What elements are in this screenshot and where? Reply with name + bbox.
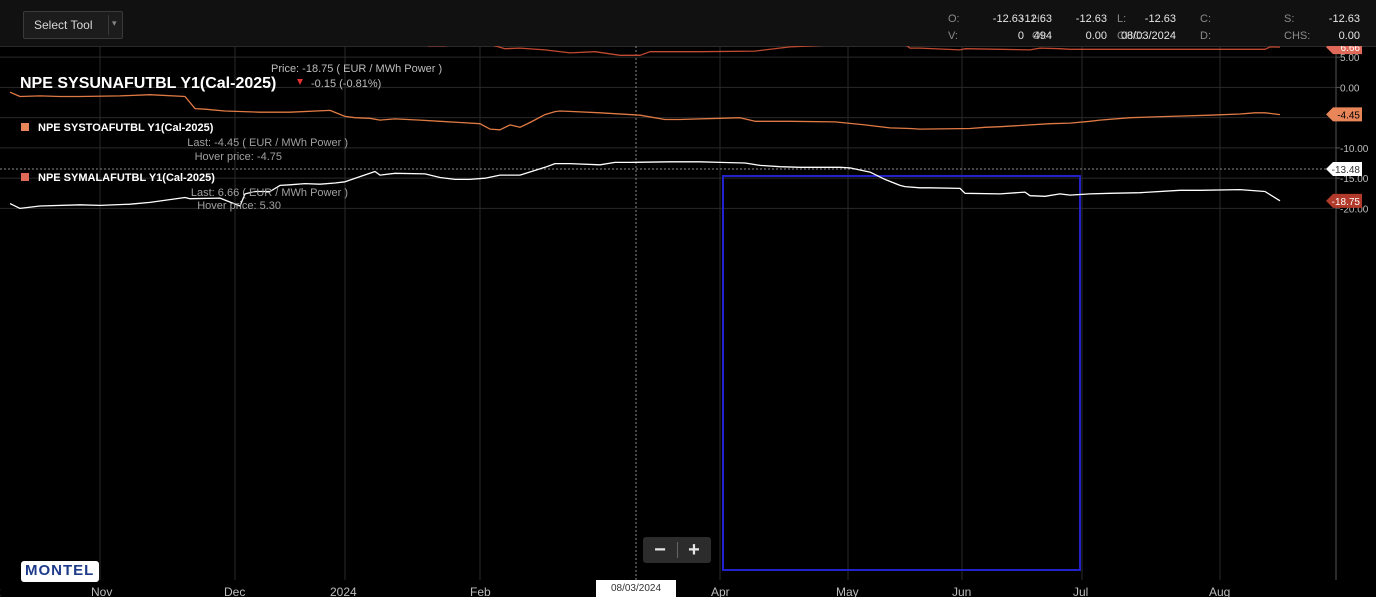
ohlc-key: V: xyxy=(948,30,958,42)
series-line-symala xyxy=(9,161,1281,210)
ohlc-value: -12.63 xyxy=(1144,13,1176,25)
dropdown-separator xyxy=(108,15,109,35)
x-tick-label: Feb xyxy=(470,585,491,597)
x-axis-ticks: t Nov Dec 2024 Feb Apr May Jun Jul Aug xyxy=(0,585,1230,597)
last-label-systoa-bg xyxy=(1326,107,1362,122)
zoom-out-button[interactable]: − xyxy=(654,539,666,561)
y-tick-label: -10.00 xyxy=(1340,144,1369,155)
legend-hover-systoa: Hover price: -4.75 xyxy=(195,151,282,163)
crosshair-y-label-bg xyxy=(1326,161,1362,176)
ohlc-value: 494 xyxy=(1033,30,1052,42)
y-tick-label: -15.00 xyxy=(1340,174,1369,185)
x-tick-label: Jul xyxy=(1073,585,1088,597)
legend-swatch-systoa xyxy=(21,123,29,131)
last-label-systoa-text: -4.45 xyxy=(1337,110,1360,121)
legend-last-symala: Last: 6.66 ( EUR / MWh Power ) xyxy=(191,187,348,199)
ohlc-key: D: xyxy=(1200,30,1211,42)
grid-lines xyxy=(0,46,1336,580)
series-line-syst xyxy=(427,46,1281,56)
chart-legend: NPE SYSUNAFUTBL Y1(Cal-2025)Price: -18.7… xyxy=(20,63,442,212)
zoom-in-button[interactable]: + xyxy=(688,539,700,561)
ohlc-key: H: xyxy=(1032,13,1043,25)
x-tick-label: t xyxy=(0,585,1,597)
legend-change-main: -0.15 (-0.81%) xyxy=(311,78,381,90)
series-line-systoa xyxy=(9,91,1281,131)
last-label-syst-bg xyxy=(1326,46,1362,55)
ohlc-value: 0 xyxy=(1017,30,1024,42)
crosshair-date-label: 08/03/2024 xyxy=(596,580,676,597)
x-tick-label: May xyxy=(836,585,859,597)
ohlc-key: S: xyxy=(1284,13,1295,25)
series-lines xyxy=(9,46,1281,210)
x-tick-label: Dec xyxy=(224,585,245,597)
ohlc-value: 0.00 xyxy=(1338,30,1360,42)
y-axis-ticks: 20.0015.0010.005.000.00-10.00-15.00-20.0… xyxy=(1336,53,1369,215)
last-label-symala-text: -18.75 xyxy=(1332,197,1361,208)
ohlc-value: -12.63 xyxy=(1328,13,1360,25)
select-tool-dropdown[interactable]: Select Tool ▾ xyxy=(23,11,123,39)
last-label-syst: 6.66 xyxy=(1326,46,1362,54)
ohlc-value: 0.00 xyxy=(1085,30,1107,42)
legend-last-systoa: Last: -4.45 ( EUR / MWh Power ) xyxy=(187,137,348,149)
ohlc-key: CHC: xyxy=(1117,30,1144,42)
montel-logo: MONTEL xyxy=(21,561,99,582)
ohlc-value: -12.63 xyxy=(1075,13,1107,25)
x-tick-label: 2024 xyxy=(330,585,357,597)
ohlc-value: -12.63 xyxy=(1020,13,1052,25)
last-label-systoa: -4.45 xyxy=(1326,107,1362,122)
last-label-syst-text: 6.66 xyxy=(1341,46,1361,54)
legend-title-systoa: NPE SYSTOAFUTBL Y1(Cal-2025) xyxy=(38,122,214,134)
legend-title-symala: NPE SYMALAFUTBL Y1(Cal-2025) xyxy=(38,172,215,184)
legend-swatch-symala xyxy=(21,173,29,181)
x-tick-label: Jun xyxy=(952,585,971,597)
legend-price-main: Price: -18.75 ( EUR / MWh Power ) xyxy=(271,63,442,75)
price-chart[interactable]: 20.0015.0010.005.000.00-10.00-15.00-20.0… xyxy=(0,46,1376,597)
last-label-symala: -18.75 xyxy=(1326,193,1362,208)
ohlc-key: L: xyxy=(1117,13,1127,25)
last-price-labels: 6.66 -4.45 -13.48 -18.75 xyxy=(1326,46,1362,208)
zoom-divider xyxy=(677,542,678,558)
x-tick-label: Apr xyxy=(711,585,730,597)
zoom-controls: − + xyxy=(643,537,711,563)
legend-hover-symala: Hover price: 5.30 xyxy=(197,200,281,212)
arrow-down-icon xyxy=(297,79,303,85)
ohlc-value: -12.63 xyxy=(992,13,1024,25)
ohlc-value: 08/03/2024 xyxy=(1120,30,1176,42)
chevron-down-icon[interactable]: ▾ xyxy=(112,18,117,28)
last-label-symala-bg xyxy=(1326,193,1362,208)
ohlc-key: CHS: xyxy=(1284,30,1311,42)
y-tick-label: -20.00 xyxy=(1340,204,1369,215)
ohlc-key: C: xyxy=(1200,13,1211,25)
drawn-rectangle xyxy=(722,175,1081,571)
top-toolbar: Select Tool ▾ O: -12.63 H: -12.63 L: -12.63 C:… xyxy=(0,0,1376,47)
crosshair-y-label-text: -13.48 xyxy=(1332,165,1361,176)
x-tick-label: Aug xyxy=(1209,585,1230,597)
y-tick-label: 5.00 xyxy=(1340,53,1360,64)
crosshair-y-label: -13.48 xyxy=(1326,161,1362,176)
ohlc-key: OI: xyxy=(1032,30,1047,42)
x-tick-label: Nov xyxy=(91,585,112,597)
logo-text: MONTEL xyxy=(25,562,95,579)
y-tick-label: 0.00 xyxy=(1340,83,1360,94)
select-tool-label: Select Tool xyxy=(34,18,93,32)
ohlc-key: O: xyxy=(948,13,960,25)
legend-title-main: NPE SYSUNAFUTBL Y1(Cal-2025) xyxy=(20,75,276,92)
